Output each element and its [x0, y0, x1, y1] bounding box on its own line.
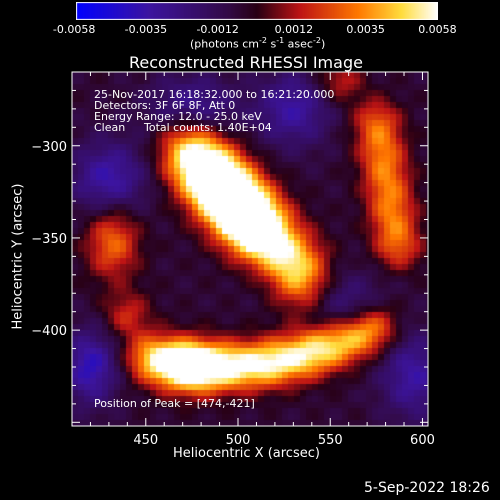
y-tick-label: −300 [31, 140, 67, 155]
x-tick-label: 550 [318, 433, 343, 448]
y-tick-label: −400 [31, 324, 67, 339]
annotation-time: 25-Nov-2017 16:18:32.000 to 16:21:20.000 [94, 88, 335, 101]
y-axis-label: Heliocentric Y (arcsec) [10, 183, 26, 330]
colorbar-tick-label: -0.0058 [52, 23, 96, 36]
x-axis-label: Heliocentric X (arcsec) [173, 446, 320, 461]
colorbar-tick-label: -0.0012 [196, 23, 239, 36]
annotation-method: Clean [94, 121, 126, 134]
y-tick-label: −350 [31, 232, 67, 247]
colorbar [76, 2, 438, 20]
annotation-peak: Position of Peak = [474,-421] [94, 397, 255, 410]
colorbar-tick-label: -0.0035 [124, 23, 168, 36]
annotation-energy: Energy Range: 12.0 - 25.0 keV [94, 110, 262, 123]
heatmap-image [72, 72, 428, 426]
x-tick-label: 500 [226, 433, 251, 448]
colorbar-tick-label: 0.0058 [418, 23, 457, 36]
plot-frame [71, 71, 429, 427]
annotation-counts: Total counts: 1.40E+04 [144, 121, 272, 134]
footer-date: 5-Sep-2022 18:26 [364, 480, 490, 496]
x-tick-label: 450 [133, 433, 158, 448]
annotation-detectors: Detectors: 3F 6F 8F, Att 0 [94, 99, 236, 112]
colorbar-unit: (photons cm-2 s-1 asec-2) [190, 36, 326, 51]
colorbar-tick-label: 0.0035 [346, 23, 385, 36]
colorbar-tick-label: 0.0012 [274, 23, 314, 36]
x-tick-label: 600 [410, 433, 435, 448]
chart-title: Reconstructed RHESSI Image [129, 53, 363, 72]
